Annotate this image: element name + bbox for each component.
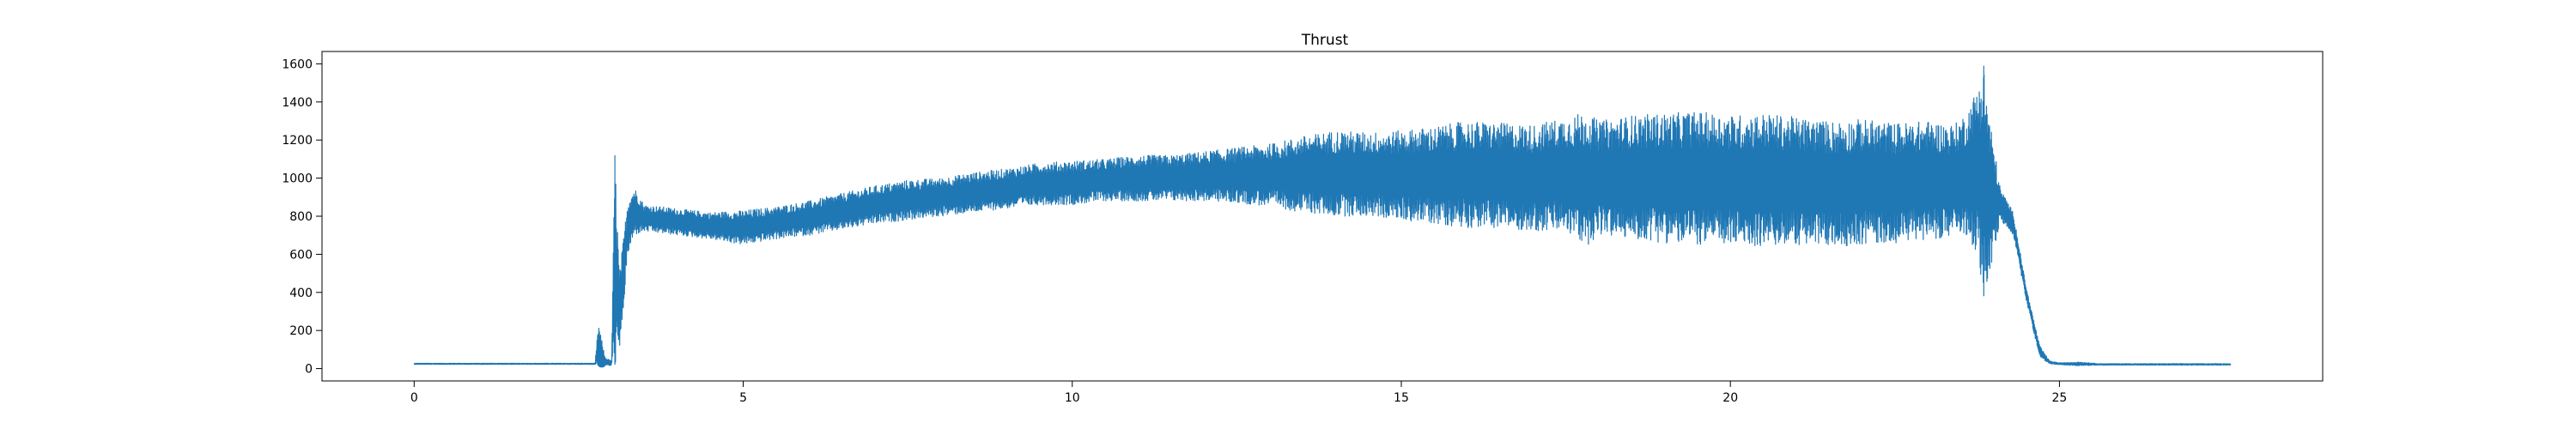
- y-tick-label: 1400: [282, 96, 313, 110]
- y-tick-label: 200: [289, 324, 313, 338]
- y-tick-label: 1600: [282, 57, 313, 71]
- chart-title: Thrust: [1301, 32, 1349, 49]
- y-tick-label: 400: [289, 287, 313, 300]
- y-tick-label: 600: [289, 248, 313, 262]
- x-tick-label: 0: [410, 391, 418, 405]
- y-tick-label: 0: [305, 363, 313, 377]
- x-tick-label: 5: [739, 391, 747, 405]
- y-tick-label: 1000: [282, 172, 313, 186]
- y-tick-label: 1200: [282, 134, 313, 148]
- thrust-marker-point: [597, 358, 607, 368]
- x-tick-label: 10: [1065, 391, 1080, 405]
- plot-area: [413, 65, 2232, 368]
- axis-ticks: 0 5 10 15 20 25 0 200 400 600 800 1000 1200 1400 1600: [282, 57, 2067, 405]
- thrust-series-line: [413, 65, 2232, 366]
- x-tick-label: 20: [1722, 391, 1738, 405]
- x-tick-label: 15: [1394, 391, 1409, 405]
- x-tick-label: 25: [2052, 391, 2068, 405]
- y-tick-label: 800: [289, 210, 313, 224]
- axes-frame: [321, 51, 2324, 382]
